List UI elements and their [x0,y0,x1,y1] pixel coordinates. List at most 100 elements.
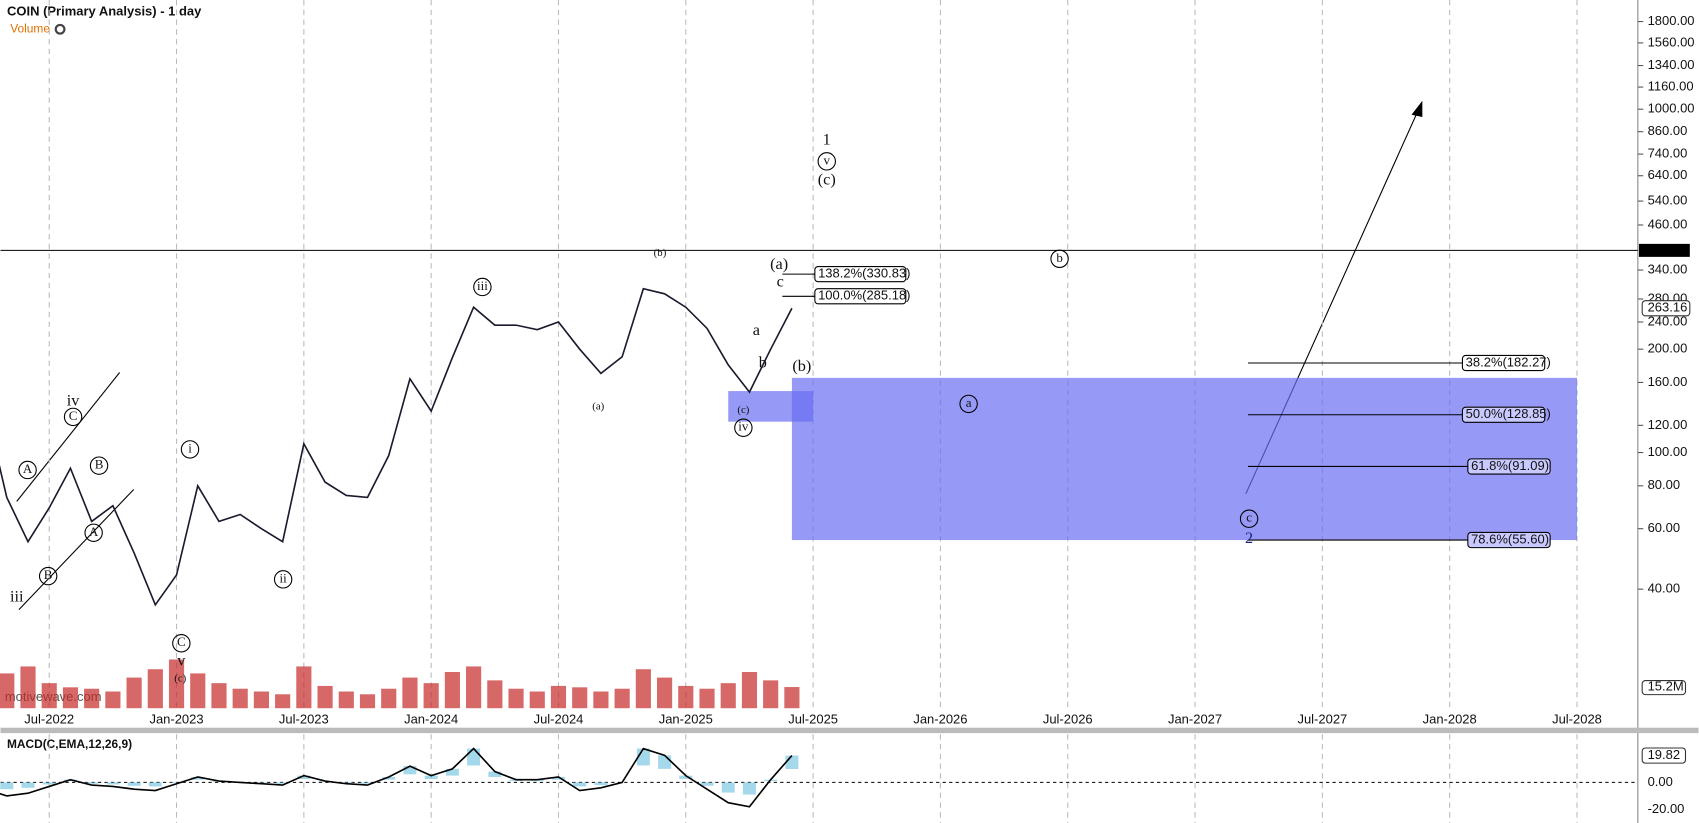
settings-icon[interactable] [54,23,66,35]
volume-bar [699,688,715,709]
volume-bar [296,666,312,709]
volume-tag [1641,680,1687,696]
x-tick-label: Jan-2026 [913,712,967,727]
wave-circle [273,570,293,589]
x-tick-label: Jan-2028 [1423,712,1477,727]
chart-title: COIN (Primary Analysis) - 1 day [7,3,202,18]
macd-histogram [297,775,311,780]
wave-circle [89,456,109,475]
macd-histogram [467,748,481,766]
volume-bar [147,669,163,709]
volume-label[interactable]: Volume [10,21,50,35]
wave-label: (c) [818,171,836,189]
volume-bar [211,683,227,709]
wave-circle [959,394,978,414]
arrow-head [1411,100,1423,117]
price-line [0,287,793,607]
wave-label: iii [10,587,24,605]
wave-label: v [177,651,186,669]
volume-tag-label: 15.2M [1648,678,1684,693]
volume-bar [84,688,100,709]
wave-label: (b) [654,247,667,259]
y-tick-label: 200.00 [1648,341,1688,356]
y-tick-label: 80.00 [1648,477,1681,492]
wave-label: (a) [770,255,788,273]
volume-bar [572,687,588,709]
y-tick-label: 640.00 [1648,167,1688,182]
last-price-label: 263.16 [1648,300,1688,315]
macd-histogram [170,782,184,784]
y-tick-label: 1000.00 [1648,101,1695,116]
fib-box [814,288,907,305]
volume-bar [253,691,269,709]
y-tick-label: 1160.00 [1648,79,1694,94]
y-tick-label: 460.00 [1648,216,1688,231]
wave-circle [1239,509,1259,528]
x-tick-label: Jul-2023 [279,712,329,727]
wave-label: iv [67,391,81,409]
volume-bar [105,691,121,709]
wave-label: a [966,395,972,410]
wave-label: (a) [592,401,604,413]
volume-bar [720,683,736,709]
macd-histogram [361,782,375,784]
wave-label: iii [477,278,488,293]
macd-histogram [21,782,35,788]
macd-tag-label: 19.82 [1648,747,1681,762]
macd-title: MACD(C,EMA,12,26,9) [7,737,132,751]
macd-histogram [658,755,672,769]
volume-bar [0,673,15,709]
volume-bar [423,683,439,709]
volume-bar [126,677,142,709]
macd-histogram [403,766,417,775]
fib-box [1467,531,1551,549]
y-tick-label: 240.00 [1648,313,1688,328]
volume-bar [466,666,482,709]
macd-histogram [148,782,162,787]
wave-label: 1 [823,131,831,149]
macd-histogram [679,775,693,780]
wave-label: (b) [792,357,811,375]
fib-label: 50.0%(128.85) [1466,406,1551,421]
wave-label: A [23,461,33,476]
volume-bar [487,680,503,709]
volume-bar [359,694,376,709]
volume-bar [232,688,248,709]
macd-tick-label: 0.00 [1648,774,1673,789]
macd-histogram [721,782,735,793]
fib-box [814,266,907,283]
hidden-price-tag [1638,243,1690,257]
volume-bar [635,669,651,709]
wave-circle [473,277,492,297]
wave-label: C [69,408,78,423]
macd-tick-label: -20.00 [1648,801,1685,816]
wave-label: b [1056,250,1063,265]
fib-box [1467,458,1551,475]
volume-bar [656,677,673,709]
volume-bar [784,687,800,709]
fib-box [1461,406,1546,423]
channel-line [16,372,121,502]
y-tick-label: 40.00 [1648,581,1681,596]
y-tick-label: 60.00 [1648,520,1681,535]
volume-bar [593,691,609,709]
x-tick-label: Jul-2026 [1043,712,1093,727]
macd-histogram [42,782,56,785]
macd-histogram [573,782,587,787]
x-tick-label: Jan-2024 [404,712,458,727]
fib-label: 61.8%(91.09) [1471,458,1549,473]
volume-bar [168,659,185,709]
wave-label: c [1246,510,1252,525]
y-tick-label: 340.00 [1648,261,1688,276]
macd-histogram [254,782,268,784]
y-tick-label: 1340.00 [1648,57,1695,72]
y-tick-label: 1800.00 [1648,13,1695,28]
macd-histogram [339,782,353,784]
macd-histogram [785,755,799,769]
wave-label: C [177,634,186,649]
macd-histogram [0,782,14,790]
volume-bar [402,677,418,709]
macd-histogram [594,782,608,786]
wave-circle [180,440,200,459]
